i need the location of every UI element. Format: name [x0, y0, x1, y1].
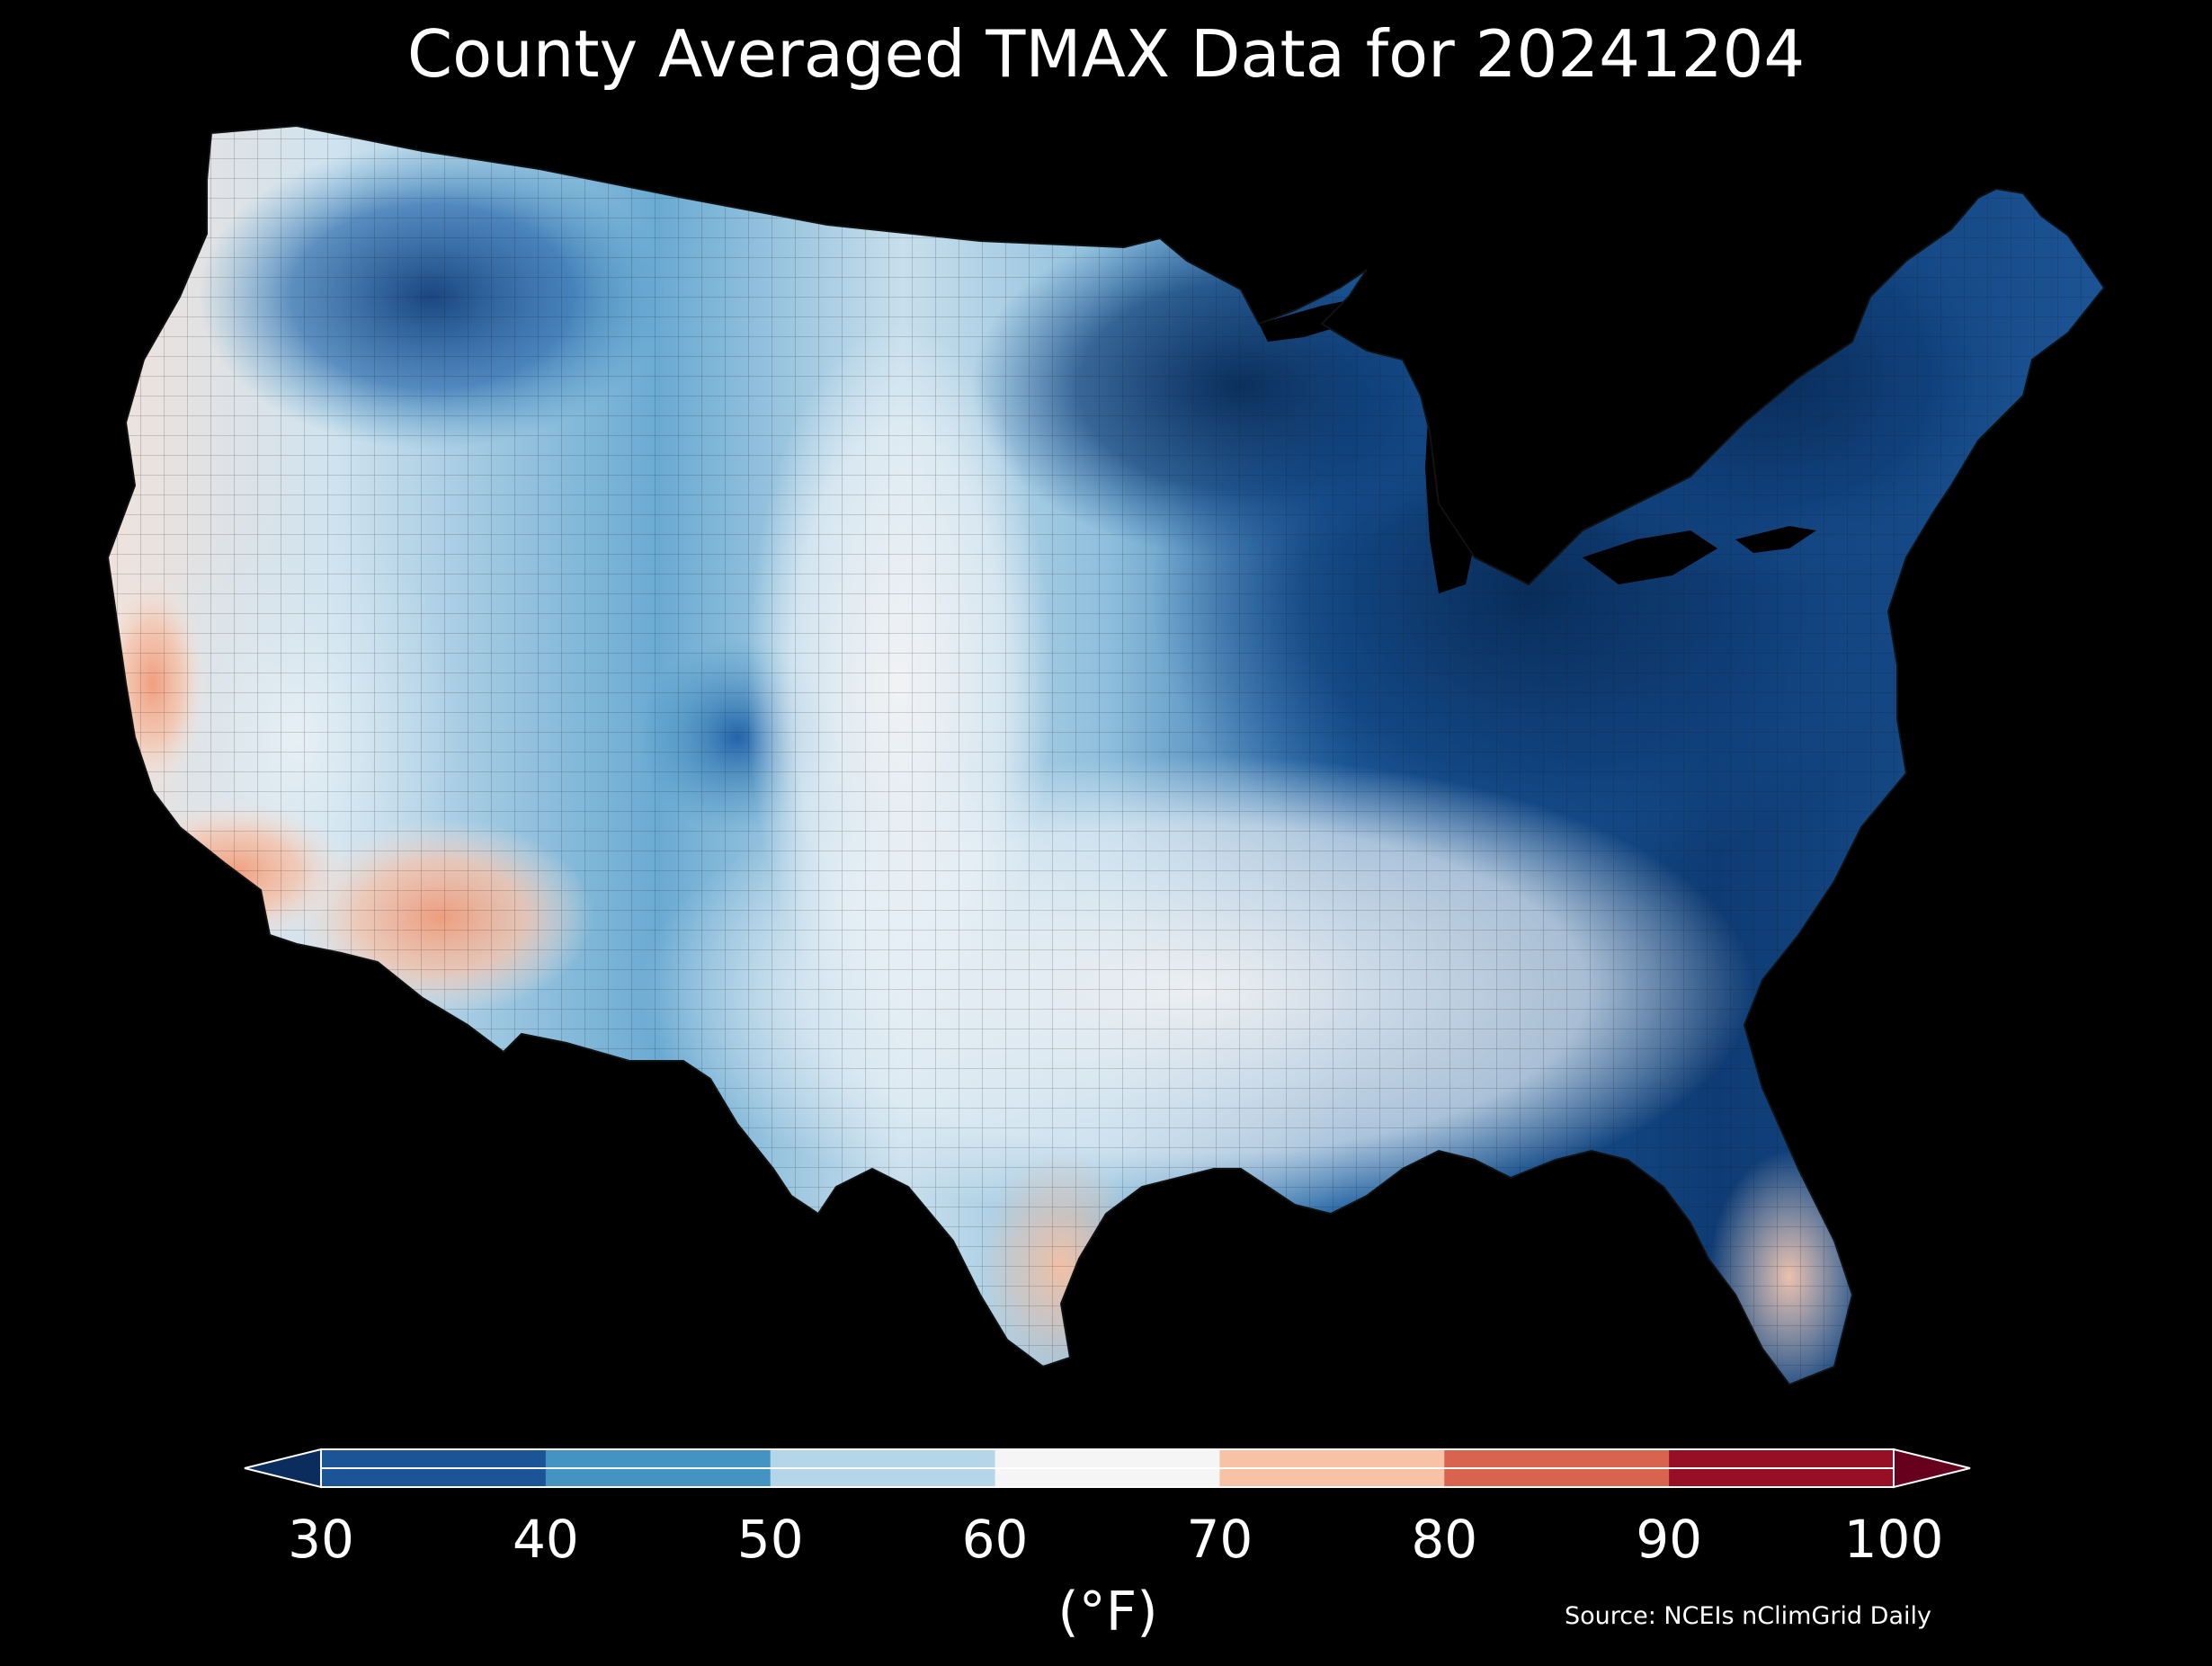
source-credit: Source: NCEIs nClimGrid Daily — [1565, 1602, 1931, 1630]
colorbar-tick-label: 90 — [1636, 1509, 1703, 1570]
map-title: County Averaged TMAX Data for 20241204 — [406, 16, 1806, 92]
colorbar-tick-label: 50 — [736, 1509, 804, 1570]
colorbar-tick-label: 30 — [288, 1509, 354, 1570]
great-lakes — [1259, 297, 1816, 593]
colorbar-tick-label: 40 — [512, 1509, 579, 1570]
us-outline — [106, 124, 2106, 1386]
colorbar-tick-label: 80 — [1411, 1509, 1478, 1570]
colorbar-tick-label: 70 — [1186, 1509, 1253, 1570]
colorbar-tick-label: 60 — [961, 1509, 1029, 1570]
colorbar-unit-label: (°F) — [1057, 1581, 1158, 1644]
colorbar-tick-label: 100 — [1843, 1509, 1944, 1570]
